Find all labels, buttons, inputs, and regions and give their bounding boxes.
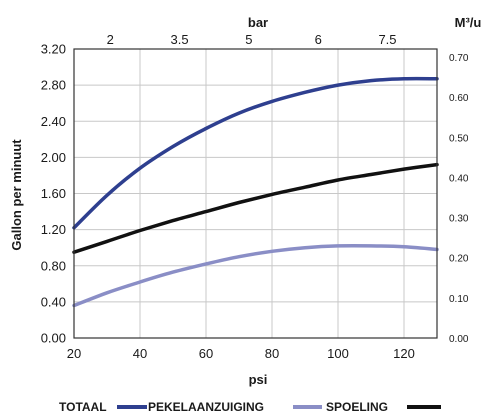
left-axis-title: Gallon per minuut (9, 139, 24, 251)
series-line-pekelaanzuiging (72, 76, 439, 230)
right-tick-label: 0.20 (449, 254, 469, 265)
bottom-tick-label: 80 (265, 346, 279, 361)
bottom-tick-label: 100 (327, 346, 349, 361)
right-tick-label: 0.70 (449, 53, 469, 64)
left-tick-label: 1.20 (41, 222, 66, 237)
bottom-tick-label: 40 (133, 346, 147, 361)
right-tick-label: 0.50 (449, 133, 469, 144)
left-tick-label: 2.00 (41, 150, 66, 165)
bottom-axis-ticks: 20 40 60 80 100 120 (67, 346, 415, 361)
left-tick-label: 0.00 (41, 331, 66, 346)
legend-label-totaal: TOTAAL (59, 400, 107, 414)
right-axis-title: M³/u (455, 15, 482, 30)
top-tick-label: 5 (245, 32, 252, 47)
top-axis-ticks: 2 3.5 5 6 7.5 (107, 32, 397, 47)
series-line-spoeling (72, 243, 439, 308)
legend-label-pekelaanzuiging: PEKELAANZUIGING (148, 400, 264, 414)
top-tick-label: 2 (107, 32, 114, 47)
left-tick-label: 0.80 (41, 258, 66, 273)
right-axis-ticks: 0.00 0.10 0.20 0.30 0.40 0.50 0.60 0.70 (449, 53, 469, 345)
bottom-tick-label: 120 (393, 346, 415, 361)
top-tick-label: 6 (315, 32, 322, 47)
grid (73, 48, 437, 339)
left-axis-ticks: 0.00 0.40 0.80 1.20 1.60 2.00 2.40 2.80 3.20 (41, 42, 66, 346)
legend-label-spoeling: SPOELING (326, 400, 388, 414)
left-tick-label: 0.40 (41, 294, 66, 309)
right-tick-label: 0.30 (449, 214, 469, 225)
left-tick-label: 2.80 (41, 78, 66, 93)
right-tick-label: 0.60 (449, 93, 469, 104)
right-tick-label: 0.10 (449, 294, 469, 305)
right-tick-label: 0.00 (449, 334, 469, 345)
legend: TOTAAL PEKELAANZUIGING SPOELING (59, 400, 441, 414)
left-tick-label: 1.60 (41, 186, 66, 201)
series-line-totaal (72, 162, 439, 254)
bottom-tick-label: 60 (199, 346, 213, 361)
top-axis-title: bar (248, 15, 268, 30)
left-tick-label: 3.20 (41, 42, 66, 57)
bottom-tick-label: 20 (67, 346, 81, 361)
plot-frame (73, 48, 438, 339)
bottom-axis-title: psi (249, 372, 268, 387)
series-layer (72, 76, 439, 308)
top-tick-label: 3.5 (171, 32, 189, 47)
top-tick-label: 7.5 (378, 32, 396, 47)
left-tick-label: 2.40 (41, 114, 66, 129)
right-tick-label: 0.40 (449, 173, 469, 184)
